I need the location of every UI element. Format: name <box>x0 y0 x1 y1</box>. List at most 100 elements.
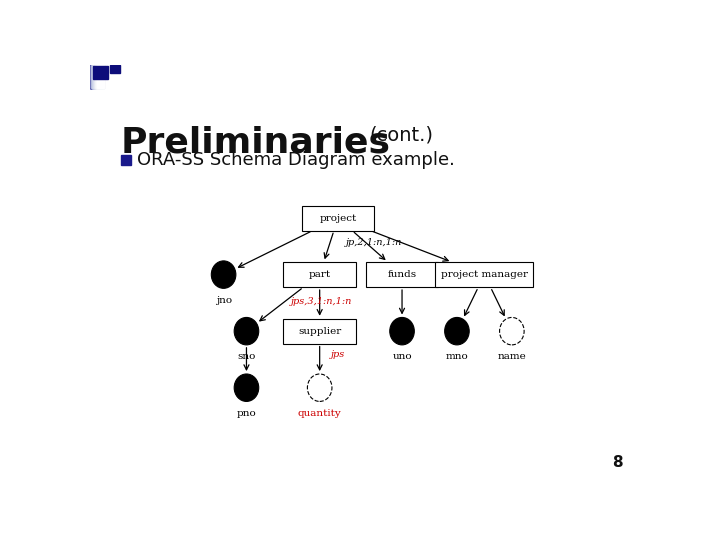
Bar <box>90 65 98 87</box>
Bar <box>91 65 99 87</box>
Bar <box>94 65 102 87</box>
Bar <box>94 65 102 87</box>
Bar <box>91 65 99 87</box>
Bar <box>121 156 131 165</box>
Bar <box>96 65 104 87</box>
Bar <box>94 65 102 87</box>
Bar <box>95 65 102 87</box>
Bar <box>91 65 98 87</box>
Bar <box>366 262 438 287</box>
Bar <box>94 65 102 87</box>
Bar <box>94 65 102 87</box>
Bar <box>96 65 104 87</box>
Bar <box>93 65 101 87</box>
Bar <box>96 65 104 87</box>
Bar <box>94 65 102 87</box>
Ellipse shape <box>234 318 258 345</box>
Bar <box>93 65 101 87</box>
Bar <box>90 65 98 87</box>
Bar <box>284 262 356 287</box>
Text: mno: mno <box>446 353 468 361</box>
Bar <box>96 65 103 87</box>
Bar <box>91 65 99 87</box>
Text: (cont.): (cont.) <box>369 125 433 144</box>
Bar <box>95 65 102 87</box>
Bar <box>110 65 120 73</box>
Bar <box>92 65 100 87</box>
Bar <box>96 65 104 87</box>
Text: pno: pno <box>237 409 256 418</box>
Bar <box>92 65 99 87</box>
Bar <box>91 65 99 87</box>
Bar <box>91 65 99 87</box>
Text: jps: jps <box>330 350 345 359</box>
Text: 8: 8 <box>612 455 623 470</box>
Ellipse shape <box>211 261 236 288</box>
Bar <box>96 65 104 87</box>
Bar <box>91 65 98 87</box>
Text: supplier: supplier <box>298 327 341 336</box>
Bar <box>94 65 101 87</box>
Bar <box>91 65 99 87</box>
Bar <box>90 65 98 87</box>
Text: jno: jno <box>215 296 232 305</box>
Bar <box>91 65 99 87</box>
Text: project: project <box>320 213 356 222</box>
Bar <box>91 65 98 87</box>
Bar <box>436 262 534 287</box>
Bar <box>94 65 102 87</box>
Bar <box>93 65 101 87</box>
Bar <box>94 65 102 87</box>
Text: part: part <box>309 270 330 279</box>
Bar <box>90 65 97 87</box>
Text: jp,2,1:n,1:n: jp,2,1:n,1:n <box>346 238 402 247</box>
Bar <box>96 65 103 87</box>
Bar <box>93 66 109 79</box>
Bar <box>95 65 102 87</box>
Text: uno: uno <box>392 353 412 361</box>
Bar <box>93 65 100 87</box>
Bar <box>91 65 99 87</box>
Ellipse shape <box>500 318 524 345</box>
Text: jps,3,1:n,1:n: jps,3,1:n,1:n <box>291 296 353 306</box>
Bar <box>96 65 104 87</box>
Bar <box>90 65 98 87</box>
Text: ORA-SS Schema Diagram example.: ORA-SS Schema Diagram example. <box>138 151 455 169</box>
Text: project manager: project manager <box>441 270 528 279</box>
Bar <box>93 65 100 87</box>
Text: name: name <box>498 353 526 361</box>
Ellipse shape <box>390 318 414 345</box>
Bar <box>92 65 99 87</box>
Bar <box>96 65 104 87</box>
Ellipse shape <box>234 374 258 401</box>
Bar <box>96 65 104 87</box>
Bar <box>93 65 100 87</box>
Bar <box>92 65 100 87</box>
Ellipse shape <box>445 318 469 345</box>
Bar <box>95 65 103 87</box>
Bar <box>95 65 103 87</box>
Bar <box>94 65 102 87</box>
Ellipse shape <box>307 374 332 401</box>
Bar <box>94 65 101 87</box>
Bar <box>91 65 99 87</box>
Bar <box>92 65 99 87</box>
Bar <box>93 65 101 87</box>
Bar <box>95 65 102 87</box>
Bar <box>93 65 100 87</box>
Bar <box>96 65 104 87</box>
Bar <box>92 65 99 87</box>
Bar <box>92 65 100 87</box>
Bar <box>97 65 104 87</box>
Bar <box>96 65 103 87</box>
Bar <box>94 65 102 87</box>
Bar <box>94 65 102 87</box>
Text: sno: sno <box>238 353 256 361</box>
Bar <box>96 65 104 87</box>
Bar <box>94 65 101 87</box>
Bar <box>92 65 99 87</box>
Bar <box>91 65 99 87</box>
Bar <box>91 65 99 87</box>
Bar <box>96 65 103 87</box>
Bar <box>94 65 101 87</box>
